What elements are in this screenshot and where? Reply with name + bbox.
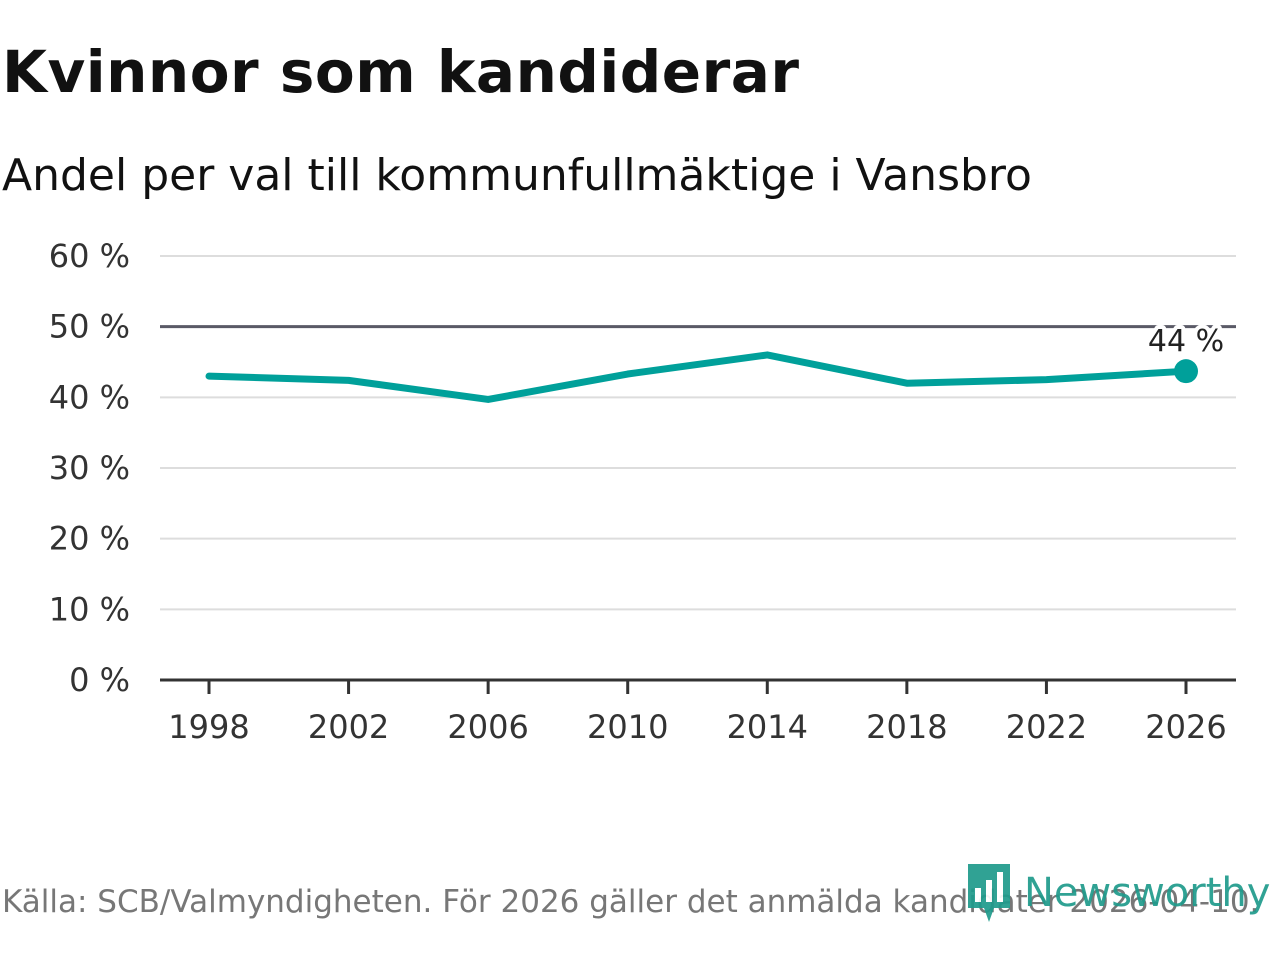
source-note: Källa: SCB/Valmyndigheten. För 2026 gäll… <box>2 884 1260 920</box>
newsworthy-logo: Newsworthy <box>964 862 1270 924</box>
y-tick-label: 20 % <box>49 520 130 558</box>
last-point-marker <box>1174 359 1198 384</box>
logo-text: Newsworthy <box>1024 870 1271 916</box>
x-tick-label: 2014 <box>727 708 808 746</box>
chart-title: Kvinnor som kandiderar <box>2 38 800 106</box>
x-tick-label: 2018 <box>866 708 947 746</box>
y-tick-label: 60 % <box>49 237 130 275</box>
x-tick-label: 2002 <box>308 708 389 746</box>
bar-chart-icon <box>968 864 1010 922</box>
y-tick-label: 50 % <box>49 308 130 346</box>
chart-subtitle: Andel per val till kommunfullmäktige i V… <box>2 150 1032 201</box>
x-tick-label: 2026 <box>1145 708 1226 746</box>
last-point-label-halo: 44 % <box>1148 324 1224 359</box>
y-tick-label: 0 % <box>69 661 130 699</box>
y-tick-label: 10 % <box>49 590 130 628</box>
x-tick-label: 2010 <box>587 708 668 746</box>
series-line <box>205 351 1190 403</box>
x-tick-label: 1998 <box>168 708 249 746</box>
y-tick-label: 40 % <box>49 378 130 416</box>
x-tick-label: 2006 <box>447 708 528 746</box>
last-point-label: 44 % <box>1148 324 1224 359</box>
y-tick-label: 30 % <box>49 449 130 487</box>
x-tick-label: 2022 <box>1006 708 1087 746</box>
